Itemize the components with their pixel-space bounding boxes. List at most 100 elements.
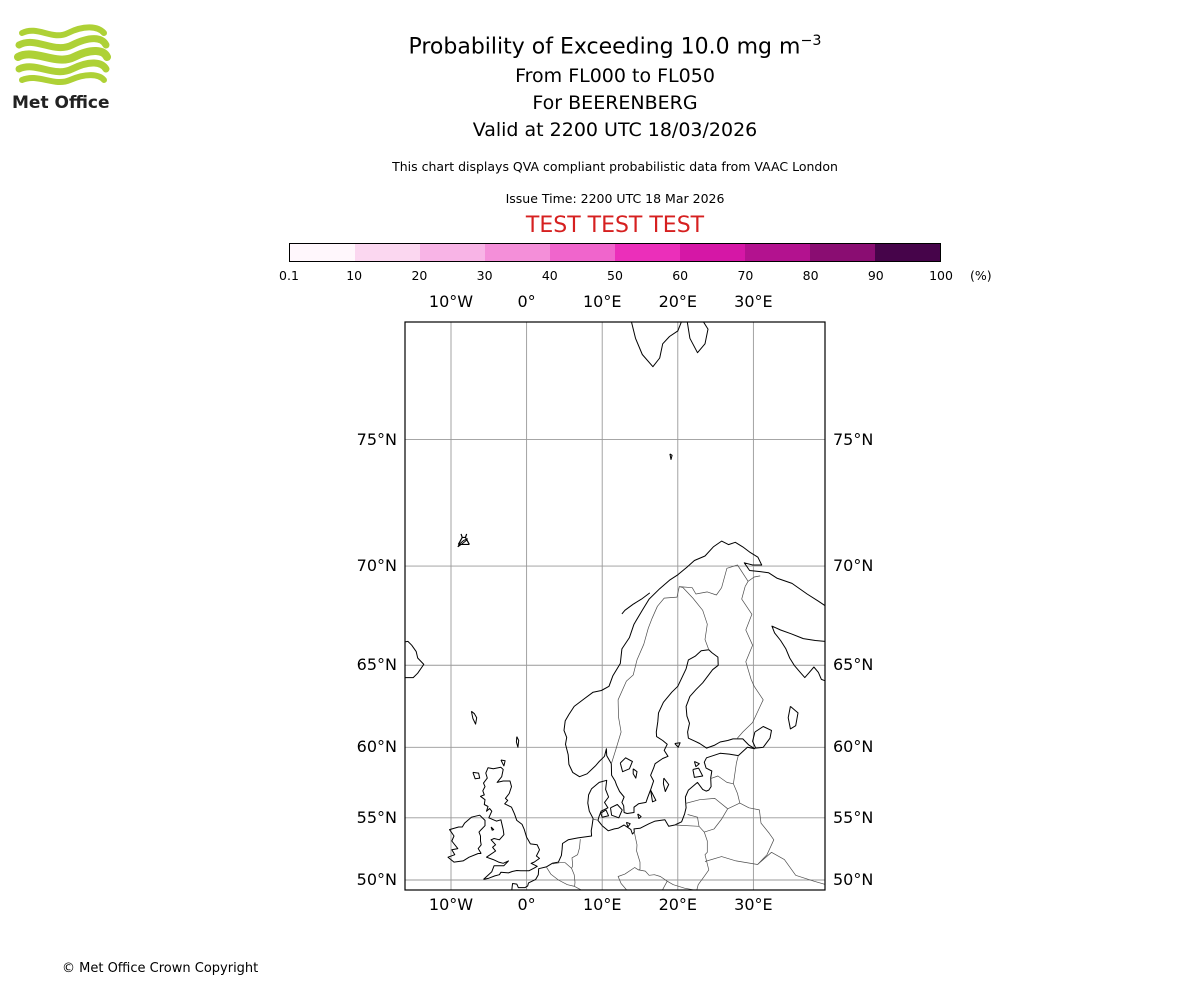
border-germany-netherlands [571, 839, 581, 869]
border-kaliningrad-lithuania [687, 814, 700, 827]
colorbar-tick-label: 80 [802, 268, 819, 283]
border-norway-russia [747, 575, 761, 582]
colorbar-tick-label: 50 [607, 268, 623, 283]
border-lithuania-belarus [704, 808, 729, 833]
coastline-isle-of-man [490, 826, 495, 831]
lon-label-top: 10°W [428, 292, 474, 311]
chart-description: This chart displays QVA compliant probab… [392, 159, 838, 174]
coastline-iceland-east [405, 640, 425, 679]
lat-label-left: 75°N [356, 429, 397, 449]
border-belgium-germany [571, 868, 576, 887]
lon-label-bottom: 10°W [428, 895, 474, 914]
coastline-bear-island [669, 453, 673, 460]
page-title: Probability of Exceeding 10.0 mg m−3 [30, 26, 1200, 62]
colorbar-segment-3 [485, 244, 550, 261]
map-geography-layer [405, 322, 825, 890]
border-latvia-russia [727, 783, 741, 810]
border-belarus-ukraine [704, 856, 758, 865]
coastline-lake-onega [787, 706, 799, 730]
coastline-lofoten [621, 592, 651, 615]
coastline-lake-vattern [632, 768, 638, 779]
lat-label-left: 55°N [356, 807, 397, 827]
test-banner: TEST TEST TEST [525, 213, 705, 238]
colorbar-segment-9 [875, 244, 940, 261]
subtitle-volcano: For BEERENBERG [532, 92, 698, 114]
colorbar-segment-8 [810, 244, 875, 261]
border-estonia-russia [733, 755, 739, 784]
issue-time: Issue Time: 2200 UTC 18 Mar 2026 [505, 191, 725, 206]
page-title-exponent: −3 [800, 33, 822, 49]
colorbar-segment-7 [745, 244, 810, 261]
lat-label-right: 65°N [833, 655, 874, 675]
copyright-notice: © Met Office Crown Copyright [62, 961, 259, 976]
coastline-ruegen [625, 821, 631, 828]
colorbar-segment-1 [355, 244, 420, 261]
coastline-lake-vanern [619, 757, 633, 773]
border-poland-czechia-slovakia [638, 869, 696, 890]
coastline-faroe-islands [470, 710, 478, 725]
border-latvia-estonia [710, 775, 734, 785]
border-belarus-russia [739, 802, 775, 865]
logo-wave-4 [19, 72, 107, 85]
logo-wave-3 [15, 59, 110, 76]
border-germany-czechia [617, 867, 639, 890]
lat-label-left: 60°N [356, 737, 397, 757]
colorbar-segment-0 [290, 244, 355, 261]
coastline-great-britain [480, 766, 540, 880]
met-office-logo: Met Office [12, 24, 118, 113]
border-germany-poland [633, 832, 641, 871]
colorbar-segment-6 [680, 244, 745, 261]
coastline-saaremaa [692, 767, 704, 778]
coastline-aland [674, 742, 681, 748]
coastline-gotland [662, 777, 670, 792]
border-czechia-slovakia [662, 881, 668, 890]
lon-label-bottom: 20°E [658, 895, 698, 914]
border-norway-finland [679, 564, 749, 596]
coastline-shetland [515, 736, 520, 748]
coastline-zealand [610, 804, 623, 819]
coastline-svalbard-spitsbergen [630, 322, 682, 368]
colorbar-segment-5 [615, 244, 680, 261]
lat-label-right: 50°N [833, 870, 874, 889]
colorbar-tick-label: 100 [929, 268, 953, 283]
colorbar-segment-2 [420, 244, 485, 261]
lon-label-bottom: 10°E [582, 895, 622, 914]
coastline-lake-ladoga [752, 726, 772, 749]
volcano-marker [457, 533, 470, 546]
border-sweden-finland [679, 586, 710, 650]
logo-wave-0 [19, 24, 107, 39]
lon-label-bottom: 30°E [734, 895, 773, 914]
colorbar-tick-label: 10 [346, 268, 363, 283]
border-belgium-netherlands [552, 862, 572, 869]
coastline-orkney [500, 759, 506, 767]
border-russia-ukraine [757, 851, 825, 885]
colorbar-tick-label: 0.1 [279, 268, 299, 283]
met-office-logo-text: Met Office [12, 93, 110, 113]
met-office-logo-waves [14, 24, 111, 85]
coastline-europe-mainland [511, 540, 825, 890]
coastline-hiiumaa [693, 761, 700, 768]
colorbar-tick-label: 90 [867, 268, 884, 283]
colorbar-tick-label: 30 [476, 268, 493, 283]
lat-label-left: 70°N [356, 556, 397, 576]
border-norway-sweden [611, 586, 680, 764]
colorbar-segment-4 [550, 244, 615, 261]
border-lithuania-latvia [685, 798, 728, 810]
lat-label-left: 50°N [356, 870, 397, 889]
coastline-lewis [472, 771, 481, 780]
coastline-ireland [447, 814, 486, 863]
logo-wave-1 [15, 35, 110, 52]
coastline-bornholm [637, 813, 642, 819]
border-kaliningrad-poland [674, 824, 700, 827]
lon-label-top: 30°E [734, 292, 773, 311]
colorbar-tick-label: 70 [737, 268, 754, 283]
coastline-svalbard-edgeoya [686, 322, 709, 354]
border-poland-east [696, 826, 710, 890]
coastline-white-sea [771, 625, 825, 682]
probability-colorbar [289, 243, 941, 262]
lat-label-right: 75°N [833, 429, 874, 449]
lat-label-right: 60°N [833, 737, 874, 757]
lon-label-top: 0° [517, 292, 536, 311]
